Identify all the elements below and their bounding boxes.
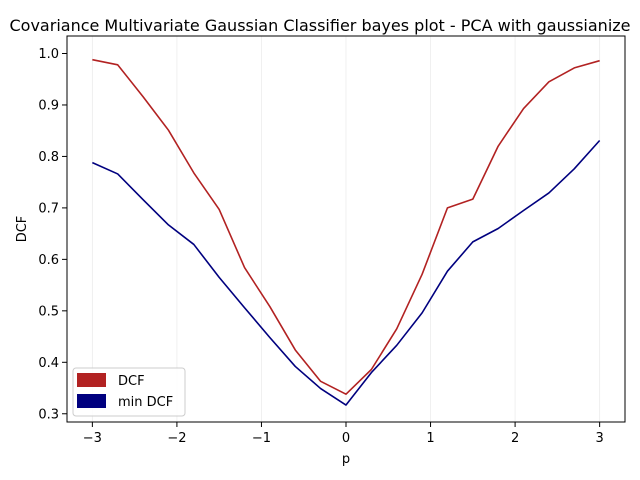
series-layer <box>92 58 601 406</box>
x-tick-label: 1 <box>426 431 434 446</box>
series-line-min-dcf <box>92 139 601 406</box>
legend-label-dcf: DCF <box>118 374 145 389</box>
series-line-dcf <box>92 58 600 396</box>
x-tick-label: −2 <box>167 431 186 446</box>
x-axis-label: p <box>342 452 350 467</box>
y-tick-label: 1.0 <box>38 47 59 62</box>
legend-label-min-dcf: min DCF <box>118 395 173 410</box>
y-tick-label: 0.7 <box>38 201 59 216</box>
y-tick-label: 0.4 <box>38 356 59 371</box>
legend-swatch-dcf <box>77 373 106 387</box>
y-axis-label: DCF <box>15 216 30 243</box>
legend-swatch-min-dcf <box>77 394 106 408</box>
chart-title: Covariance Multivariate Gaussian Classif… <box>10 16 631 35</box>
x-tick-label: 2 <box>511 431 519 446</box>
y-tick-label: 0.3 <box>38 407 59 422</box>
x-tick-label: −1 <box>252 431 271 446</box>
legend: DCF min DCF <box>72 367 186 417</box>
x-tick-label: 0 <box>342 431 350 446</box>
y-tick-label: 0.5 <box>38 304 59 319</box>
x-tick-label: 3 <box>595 431 603 446</box>
y-tick-label: 0.6 <box>38 253 59 268</box>
grid-layer <box>91 36 601 422</box>
x-tick-label: −3 <box>83 431 102 446</box>
y-tick-label: 0.9 <box>38 98 59 113</box>
ticks-layer: −3 −2 −1 0 1 2 3 0.3 0.4 0.5 0.6 0.7 0.8 0.9 1.0 <box>38 47 603 446</box>
y-tick-label: 0.8 <box>38 150 59 165</box>
